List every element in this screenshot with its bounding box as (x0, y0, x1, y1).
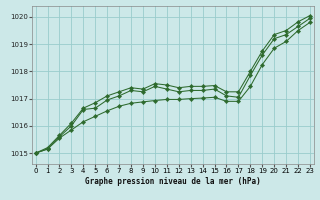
X-axis label: Graphe pression niveau de la mer (hPa): Graphe pression niveau de la mer (hPa) (85, 177, 261, 186)
